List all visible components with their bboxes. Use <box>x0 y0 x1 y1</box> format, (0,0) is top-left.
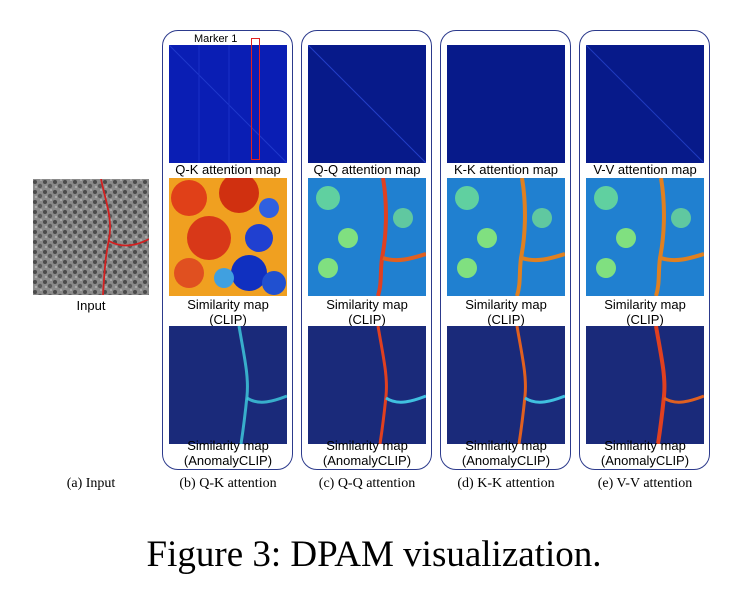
caption-input: (a) Input <box>66 476 116 491</box>
kk-anomaly-label-2: (AnomalyCLIP) <box>461 453 551 468</box>
vv-clip-similarity-map <box>586 178 704 296</box>
input-label: Input <box>76 298 106 313</box>
marker-1-label: Marker 1 <box>192 33 240 45</box>
qq-anomalyclip-similarity-map <box>308 326 426 444</box>
qq-anomaly-label-2: (AnomalyCLIP) <box>322 453 412 468</box>
qq-attention-map <box>308 45 426 163</box>
marker-1-box <box>251 38 260 160</box>
qq-clip-label-2: (CLIP) <box>348 312 386 327</box>
kk-clip-label-2: (CLIP) <box>487 312 525 327</box>
input-image <box>33 179 149 295</box>
qk-attention-map <box>169 45 287 163</box>
kk-anomaly-label-1: Similarity map <box>465 438 547 453</box>
vv-clip-label-1: Similarity map <box>604 297 686 312</box>
kk-anomalyclip-similarity-map <box>447 326 565 444</box>
kk-attention-map <box>447 45 565 163</box>
vv-anomaly-label-1: Similarity map <box>604 438 686 453</box>
qk-anomaly-label-2: (AnomalyCLIP) <box>183 453 273 468</box>
qk-anomaly-label-1: Similarity map <box>187 438 269 453</box>
figure-title: Figure 3: DPAM visualization. <box>146 534 602 575</box>
vv-attention-label: V-V attention map <box>593 162 697 177</box>
qq-attention-label: Q-Q attention map <box>313 162 421 177</box>
caption-vv: (e) V-V attention <box>597 476 693 491</box>
qk-clip-similarity-map <box>169 178 287 296</box>
qk-attention-label: Q-K attention map <box>175 162 281 177</box>
qk-clip-label-1: Similarity map <box>187 297 269 312</box>
kk-attention-label: K-K attention map <box>453 162 559 177</box>
kk-clip-similarity-map <box>447 178 565 296</box>
caption-qk: (b) Q-K attention <box>179 476 277 491</box>
qq-clip-label-1: Similarity map <box>326 297 408 312</box>
qk-clip-label-2: (CLIP) <box>209 312 247 327</box>
qk-anomalyclip-similarity-map <box>169 326 287 444</box>
qq-clip-similarity-map <box>308 178 426 296</box>
caption-kk: (d) K-K attention <box>457 476 555 491</box>
kk-clip-label-1: Similarity map <box>465 297 547 312</box>
vv-anomalyclip-similarity-map <box>586 326 704 444</box>
vv-attention-map <box>586 45 704 163</box>
vv-anomaly-label-2: (AnomalyCLIP) <box>600 453 690 468</box>
qq-anomaly-label-1: Similarity map <box>326 438 408 453</box>
vv-clip-label-2: (CLIP) <box>626 312 664 327</box>
caption-qq: (c) Q-Q attention <box>318 476 416 491</box>
